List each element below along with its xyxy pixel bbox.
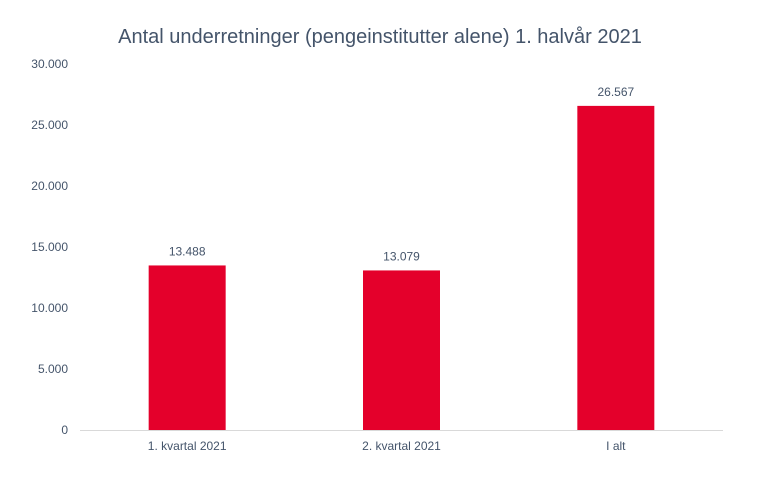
bar (363, 270, 440, 430)
y-tick-label: 0 (61, 423, 68, 437)
data-label: 26.567 (597, 85, 634, 99)
x-axis: 1. kvartal 2021 2. kvartal 2021 I alt (80, 430, 723, 453)
x-tick-label: I alt (606, 439, 626, 453)
data-label: 13.488 (169, 244, 206, 258)
bar (148, 265, 226, 430)
x-tick-label: 1. kvartal 2021 (148, 439, 227, 453)
y-tick-label: 10.000 (31, 301, 68, 315)
bar (577, 105, 655, 430)
bars-group: 13.488 13.079 26.567 (148, 85, 655, 430)
y-tick-label: 5.000 (38, 362, 68, 376)
x-tick-label: 2. kvartal 2021 (362, 439, 441, 453)
y-tick-label: 20.000 (31, 179, 68, 193)
y-tick-label: 30.000 (31, 57, 68, 71)
chart-title: Antal underretninger (pengeinstitutter a… (118, 26, 642, 48)
y-axis: 0 5.000 10.000 15.000 20.000 25.000 30.000 (31, 57, 68, 437)
y-tick-label: 15.000 (31, 240, 68, 254)
y-tick-label: 25.000 (31, 118, 68, 132)
data-label: 13.079 (383, 249, 420, 263)
